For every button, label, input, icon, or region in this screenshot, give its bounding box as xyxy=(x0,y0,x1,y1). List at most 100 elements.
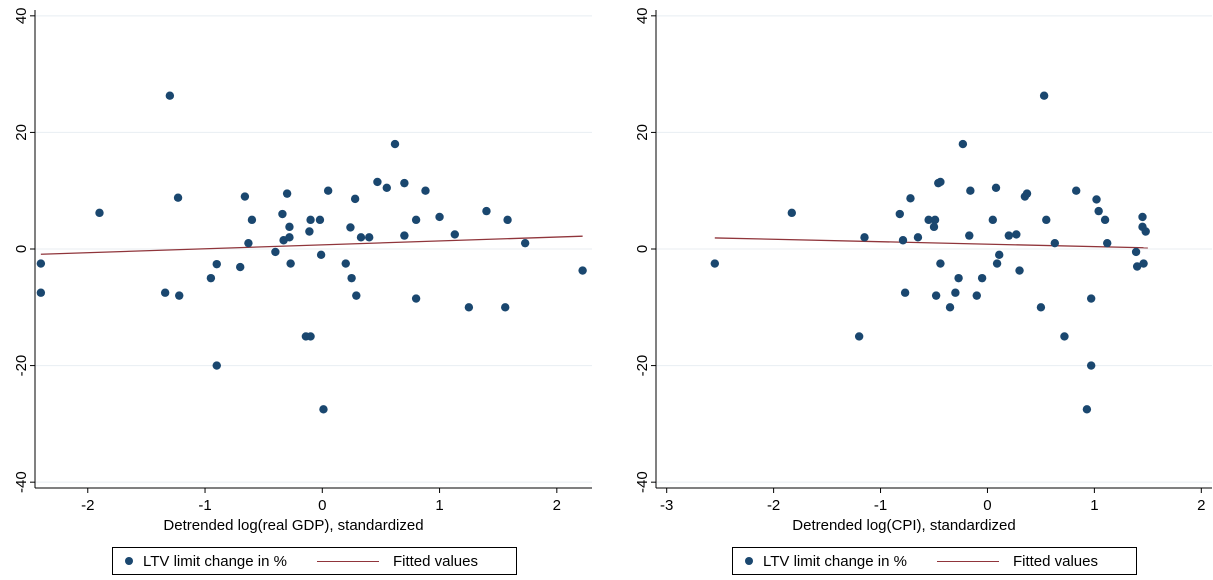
scatter-point xyxy=(710,259,720,268)
legend-label-fitted: Fitted values xyxy=(1012,552,1098,570)
legend-label-fitted: Fitted values xyxy=(392,552,478,570)
scatter-point xyxy=(924,215,933,225)
scatter-point xyxy=(787,208,796,218)
scatter-point xyxy=(951,288,960,297)
scatter-point xyxy=(965,231,974,240)
legend-marker-line xyxy=(936,560,999,562)
scatter-point xyxy=(350,194,360,204)
scatter-point xyxy=(1138,212,1147,222)
scatter-point xyxy=(1131,247,1141,257)
scatter-point xyxy=(992,259,1002,268)
scatter-point xyxy=(286,259,295,268)
scatter-point xyxy=(900,288,910,297)
scatter-point xyxy=(1072,186,1081,195)
scatter-point xyxy=(898,236,908,245)
x-tick-label: 0 xyxy=(318,497,326,514)
scatter-point xyxy=(860,233,869,242)
x-tick-label: -1 xyxy=(198,497,211,514)
scatter-point xyxy=(988,215,998,225)
scatter-point xyxy=(411,294,421,303)
scatter-point xyxy=(929,222,939,232)
scatter-point xyxy=(421,186,430,195)
x-tick-label: 1 xyxy=(1090,497,1098,514)
x-axis-title: Detrended log(CPI), standardized xyxy=(792,517,1015,534)
scatter-point xyxy=(212,361,221,370)
x-tick-label: 1 xyxy=(435,497,443,514)
scatter-point xyxy=(1012,230,1021,239)
legend-item-fitted: Fitted values xyxy=(907,553,1098,570)
scatter-point xyxy=(1103,238,1112,248)
legend-marker-dot xyxy=(125,557,133,565)
scatter-point xyxy=(323,186,333,195)
scatter-point xyxy=(1036,303,1046,312)
scatter-point xyxy=(1022,189,1032,198)
scatter-point xyxy=(936,259,945,268)
scatter-point xyxy=(282,189,292,198)
y-tick-label: 40 xyxy=(634,7,651,24)
scatter-point xyxy=(906,194,915,203)
scatter-point xyxy=(1050,238,1060,248)
x-tick-label: -1 xyxy=(874,497,887,514)
scatter-point xyxy=(501,303,510,312)
scatter-point xyxy=(160,288,170,297)
scatter-point xyxy=(212,259,221,269)
scatter-point xyxy=(954,273,963,283)
legend-label-scatter: LTV limit change in % xyxy=(143,552,287,570)
scatter-point xyxy=(390,139,400,149)
scatter-point xyxy=(435,212,444,222)
scatter-point xyxy=(1139,259,1148,268)
scatter-point xyxy=(895,209,904,219)
scatter-point xyxy=(247,215,257,225)
scatter-point xyxy=(411,215,421,225)
scatter-point xyxy=(356,233,366,242)
legend-gdp: LTV limit change in % Fitted values xyxy=(112,547,517,575)
legend-marker-dot xyxy=(745,557,753,565)
scatter-point xyxy=(854,332,864,341)
legend-item-scatter: LTV limit change in % xyxy=(113,553,287,570)
scatter-point xyxy=(315,215,325,225)
scatter-point xyxy=(165,91,175,100)
scatter-point xyxy=(1100,215,1110,225)
scatter-point xyxy=(945,303,955,312)
x-axis-title: Detrended log(real GDP), standardized xyxy=(163,517,423,534)
scatter-point xyxy=(347,273,356,283)
scatter-point xyxy=(1039,91,1049,100)
x-tick-label: -3 xyxy=(660,497,673,514)
scatter-point xyxy=(36,288,46,297)
scatter-point xyxy=(206,273,216,283)
scatter-point xyxy=(991,183,1001,192)
scatter-point xyxy=(482,206,491,216)
x-tick-label: -2 xyxy=(81,497,94,514)
legend-cpi: LTV limit change in % Fitted values xyxy=(732,547,1137,575)
scatter-point xyxy=(930,215,940,225)
scatter-point xyxy=(520,238,530,248)
scatter-point xyxy=(305,227,314,236)
legend-item-scatter: LTV limit change in % xyxy=(733,553,907,570)
fitted-line xyxy=(40,235,583,255)
scatter-point xyxy=(1060,332,1069,341)
scatter-point xyxy=(373,177,382,187)
scatter-point xyxy=(464,303,474,312)
scatter-point xyxy=(450,230,460,239)
scatter-point xyxy=(352,291,361,300)
scatter-point xyxy=(341,259,350,268)
chart-panel-cpi: -40 -20 0 20 40 -3 -2 -1 0 1 2 Detrended log(CPI), … xyxy=(607,0,1213,575)
scatter-point xyxy=(966,186,975,195)
scatter-point xyxy=(1094,206,1103,216)
fitted-line xyxy=(714,237,1148,249)
scatter-point xyxy=(936,177,945,187)
scatter-point xyxy=(503,215,512,225)
scatter-point xyxy=(175,291,184,300)
scatter-point xyxy=(236,262,245,272)
scatter-point xyxy=(36,259,46,268)
scatter-point xyxy=(995,250,1004,260)
scatter-point xyxy=(285,222,294,232)
y-tick-label: 20 xyxy=(13,124,30,141)
legend-marker-line xyxy=(316,560,379,562)
chart-panel-gdp: -40 -20 0 20 40 -2 -1 0 1 2 Detrended log(real GDP… xyxy=(0,0,606,575)
y-tick-label: -40 xyxy=(634,471,651,493)
scatter-point xyxy=(173,193,183,202)
scatter-point xyxy=(240,192,250,201)
scatter-point xyxy=(285,233,294,242)
scatter-point xyxy=(1132,262,1142,271)
